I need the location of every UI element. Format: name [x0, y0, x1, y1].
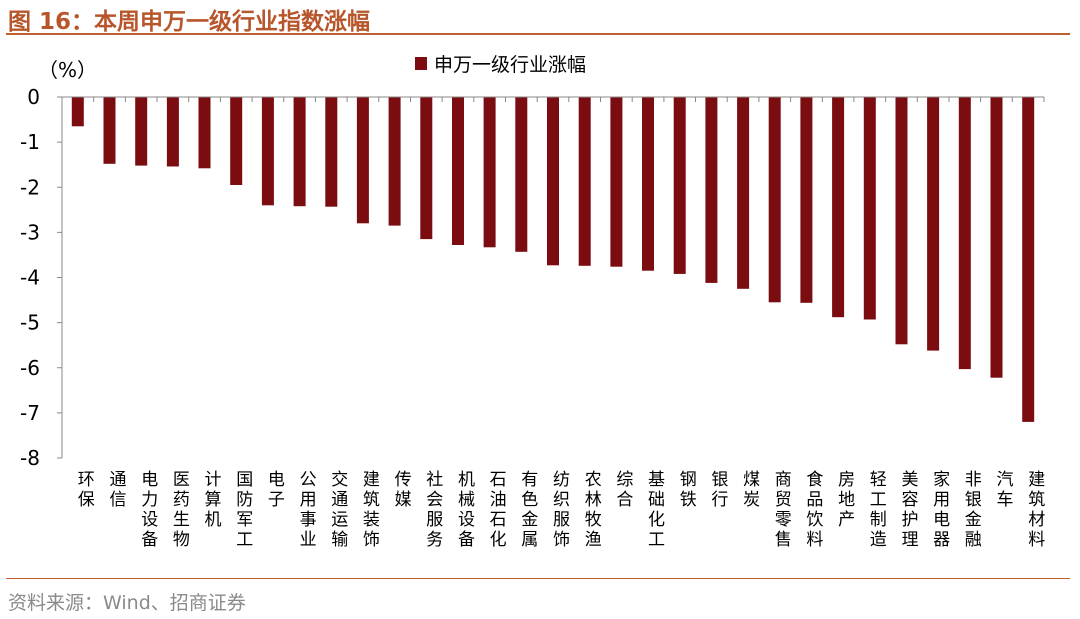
bar-石油石化: [483, 97, 496, 248]
category-labels: 环保 通信 电力设备 医药生物 计算机 国防军工 电子 公用事业 交通运输 建筑装饰 传媒 社会服务机…: [74, 470, 1045, 550]
bar-房地产: [832, 97, 845, 318]
bar-计算机: [198, 97, 211, 169]
category-label: 计算机: [201, 470, 222, 530]
y-tick-label: -8: [20, 446, 40, 470]
bar-电力设备: [135, 97, 148, 166]
category-label: 综合: [612, 470, 633, 510]
bar-综合: [610, 97, 623, 267]
y-tick-label: -7: [20, 401, 40, 425]
category-label: 通信: [106, 470, 127, 510]
bar-钢铁: [673, 97, 686, 274]
legend-label: 申万一级行业涨幅: [434, 54, 586, 76]
bar-轻工制造: [863, 97, 876, 320]
bar-医药生物: [166, 97, 179, 167]
source-note: 资料来源：Wind、招商证券: [8, 592, 246, 614]
category-label: 建筑装饰: [359, 470, 380, 550]
bar-通信: [103, 97, 116, 164]
category-label: 纺织服饰: [549, 470, 570, 550]
y-tick-label: -3: [20, 220, 40, 244]
bar-chart: （%） 申万一级行业涨幅 0 -1 -2 -3 -4 -5 -6 -7 -8 环保 通信 电力设备医…: [20, 54, 1045, 550]
category-label: 家用电器: [929, 470, 950, 550]
category-label: 环保: [74, 470, 95, 510]
bar-煤炭: [737, 97, 750, 289]
title-underline: [6, 33, 1070, 35]
category-label: 美容护理: [898, 470, 919, 550]
bar-纺织服饰: [547, 97, 559, 266]
bar-传媒: [388, 97, 401, 226]
y-tick-label: 0: [27, 85, 40, 109]
category-label: 钢铁: [676, 470, 697, 510]
bar-交通运输: [325, 97, 338, 207]
bar-银行: [705, 97, 718, 283]
category-label: 有色金属: [517, 470, 538, 550]
category-label: 石油石化: [486, 470, 507, 550]
category-label: 商贸零售: [771, 470, 792, 550]
category-label: 汽车: [993, 470, 1014, 510]
legend-swatch: [415, 57, 427, 70]
bar-机械设备: [452, 97, 464, 245]
bar-美容护理: [895, 97, 908, 345]
category-label: 社会服务: [422, 470, 443, 550]
category-label: 电力设备: [137, 470, 158, 550]
bar-环保: [71, 97, 84, 127]
bar-农林牧渔: [578, 97, 591, 266]
y-unit-label: （%）: [38, 58, 97, 82]
category-label: 公用事业: [296, 470, 317, 550]
y-tick-label: -2: [20, 175, 40, 199]
category-label: 建筑材料: [1024, 470, 1045, 550]
bar-社会服务: [420, 97, 433, 240]
category-label: 电子: [264, 470, 285, 510]
category-label: 机械设备: [454, 470, 475, 550]
y-tick-label: -6: [20, 356, 40, 380]
bar-建筑材料: [1022, 97, 1035, 422]
bars-group: [71, 97, 1035, 422]
figure-title: 图 16：本周申万一级行业指数涨幅: [8, 9, 371, 35]
category-label: 银行: [707, 470, 728, 510]
category-label: 煤炭: [739, 470, 760, 510]
y-axis: 0 -1 -2 -3 -4 -5 -6 -7 -8: [20, 85, 63, 470]
category-label: 轻工制造: [866, 470, 887, 550]
bar-基础化工: [642, 97, 654, 271]
category-label: 交通运输: [327, 470, 348, 550]
y-tick-label: -1: [20, 130, 40, 154]
legend: 申万一级行业涨幅: [415, 54, 586, 76]
bar-建筑装饰: [356, 97, 369, 224]
y-tick-label: -4: [20, 266, 40, 290]
bar-有色金属: [515, 97, 528, 252]
bar-电子: [261, 97, 274, 206]
bar-商贸零售: [768, 97, 781, 303]
source-divider: [6, 578, 1070, 579]
category-label: 基础化工: [644, 470, 665, 550]
category-label: 房地产: [834, 470, 855, 530]
bar-家用电器: [927, 97, 940, 351]
bar-国防军工: [230, 97, 243, 185]
bar-汽车: [990, 97, 1003, 378]
category-label: 农林牧渔: [581, 470, 602, 550]
category-label: 国防军工: [232, 470, 253, 550]
bar-食品饮料: [800, 97, 813, 303]
category-label: 食品饮料: [802, 470, 823, 550]
bar-非银金融: [958, 97, 971, 370]
category-label: 非银金融: [961, 470, 982, 550]
bar-公用事业: [293, 97, 306, 207]
category-label: 医药生物: [169, 470, 190, 550]
category-label: 传媒: [391, 470, 412, 510]
y-tick-label: -5: [20, 311, 40, 335]
